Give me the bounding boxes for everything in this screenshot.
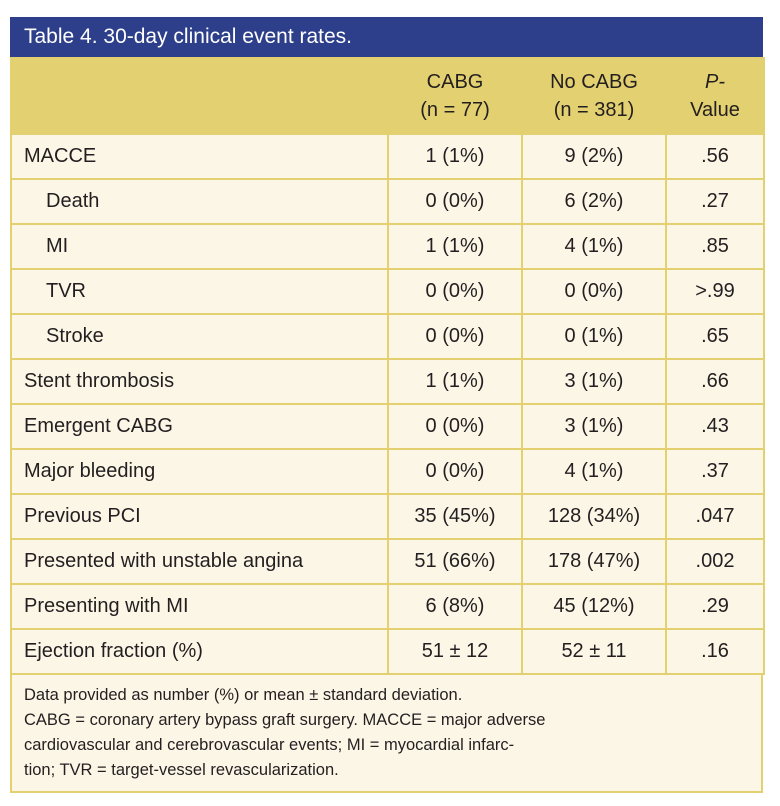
table-row: TVR 0 (0%) 0 (0%) >.99 bbox=[10, 268, 765, 315]
row-label: MACCE bbox=[10, 133, 389, 180]
cabg-value: 0 (0%) bbox=[387, 313, 523, 360]
no-cabg-value: 0 (1%) bbox=[521, 313, 667, 360]
header-no-cabg: No CABG (n = 381) bbox=[521, 57, 667, 135]
cabg-value: 0 (0%) bbox=[387, 403, 523, 450]
row-label: Stent thrombosis bbox=[10, 358, 389, 405]
no-cabg-value: 3 (1%) bbox=[521, 358, 667, 405]
row-label: Presented with unstable angina bbox=[10, 538, 389, 585]
footnote-line: cardiovascular and cerebrovascular event… bbox=[24, 736, 515, 754]
table-row: Presented with unstable angina 51 (66%) 17… bbox=[10, 538, 765, 585]
no-cabg-value: 6 (2%) bbox=[521, 178, 667, 225]
cabg-value: 1 (1%) bbox=[387, 358, 523, 405]
cabg-value: 6 (8%) bbox=[387, 583, 523, 630]
table-row: Stroke 0 (0%) 0 (1%) .65 bbox=[10, 313, 765, 360]
row-label: TVR bbox=[10, 268, 389, 315]
row-label: MI bbox=[10, 223, 389, 270]
footnote-line: tion; TVR = target-vessel revascularizat… bbox=[24, 761, 339, 779]
no-cabg-value: 4 (1%) bbox=[521, 448, 667, 495]
header-row: CABG (n = 77) No CABG (n = 381) P- Value bbox=[10, 57, 765, 135]
table-row: MI 1 (1%) 4 (1%) .85 bbox=[10, 223, 765, 270]
no-cabg-value: 178 (47%) bbox=[521, 538, 667, 585]
no-cabg-value: 4 (1%) bbox=[521, 223, 667, 270]
table-row: Ejection fraction (%) 51 ± 12 52 ± 11.16 bbox=[10, 628, 765, 675]
table-row: Presenting with MI 6 (8%) 45 (12%) .29 bbox=[10, 583, 765, 630]
p-value: .002 bbox=[665, 538, 765, 585]
cabg-value: 0 (0%) bbox=[387, 448, 523, 495]
p-value: .047 bbox=[665, 493, 765, 540]
row-label: Presenting with MI bbox=[10, 583, 389, 630]
header-line: No CABG bbox=[550, 71, 638, 93]
header-line: Value bbox=[690, 99, 740, 121]
cabg-value: 0 (0%) bbox=[387, 268, 523, 315]
p-value: .29 bbox=[665, 583, 765, 630]
p-value: .37 bbox=[665, 448, 765, 495]
no-cabg-value: 128 (34%) bbox=[521, 493, 667, 540]
row-label: Stroke bbox=[10, 313, 389, 360]
cabg-value: 51 (66%) bbox=[387, 538, 523, 585]
header-cabg: CABG (n = 77) bbox=[387, 57, 523, 135]
no-cabg-value: 3 (1%) bbox=[521, 403, 667, 450]
footnote-line: CABG = coronary artery bypass graft surg… bbox=[24, 711, 546, 729]
p-value: .85 bbox=[665, 223, 765, 270]
header-line: (n = 381) bbox=[553, 99, 635, 121]
p-value: .16 bbox=[665, 628, 765, 675]
footnote-line: Data provided as number (%) or mean ± st… bbox=[24, 686, 463, 704]
cabg-value: 35 (45%) bbox=[387, 493, 523, 540]
table-row: Previous PCI 35 (45%) 128 (34%) .047 bbox=[10, 493, 765, 540]
table-container: Table 4. 30-day clinical event rates. CA… bbox=[10, 17, 765, 793]
header-line: CABG bbox=[426, 71, 484, 93]
table-row: Emergent CABG 0 (0%) 3 (1%) .43 bbox=[10, 403, 765, 450]
table-footnote: Data provided as number (%) or mean ± st… bbox=[10, 675, 763, 793]
table-row: Major bleeding 0 (0%) 4 (1%) .37 bbox=[10, 448, 765, 495]
header-blank bbox=[10, 57, 389, 135]
row-label: Emergent CABG bbox=[10, 403, 389, 450]
row-label: Death bbox=[10, 178, 389, 225]
p-value: .65 bbox=[665, 313, 765, 360]
header-line: (n = 77) bbox=[420, 99, 490, 121]
row-label: Major bleeding bbox=[10, 448, 389, 495]
clinical-events-table: CABG (n = 77) No CABG (n = 381) P- Value MA… bbox=[10, 57, 765, 675]
p-value: .43 bbox=[665, 403, 765, 450]
cabg-value: 51 ± 12 bbox=[387, 628, 523, 675]
cabg-value: 1 (1%) bbox=[387, 133, 523, 180]
p-value: .56 bbox=[665, 133, 765, 180]
table-row: Stent thrombosis 1 (1%) 3 (1%) .66 bbox=[10, 358, 765, 405]
table-row: MACCE 1 (1%) 9 (2%) .56 bbox=[10, 133, 765, 180]
p-value: >.99 bbox=[665, 268, 765, 315]
cabg-value: 1 (1%) bbox=[387, 223, 523, 270]
no-cabg-value: 9 (2%) bbox=[521, 133, 667, 180]
no-cabg-value: 0 (0%) bbox=[521, 268, 667, 315]
table-title: Table 4. 30-day clinical event rates. bbox=[10, 17, 763, 57]
table-row: Death 0 (0%) 6 (2%) .27 bbox=[10, 178, 765, 225]
cabg-value: 0 (0%) bbox=[387, 178, 523, 225]
p-value: .27 bbox=[665, 178, 765, 225]
row-label: Ejection fraction (%) bbox=[10, 628, 389, 675]
p-value: .66 bbox=[665, 358, 765, 405]
no-cabg-value: 45 (12%) bbox=[521, 583, 667, 630]
row-label: Previous PCI bbox=[10, 493, 389, 540]
header-p-value: P- Value bbox=[665, 57, 765, 135]
no-cabg-value: 52 ± 11 bbox=[521, 628, 667, 675]
header-line: P- bbox=[705, 71, 725, 93]
